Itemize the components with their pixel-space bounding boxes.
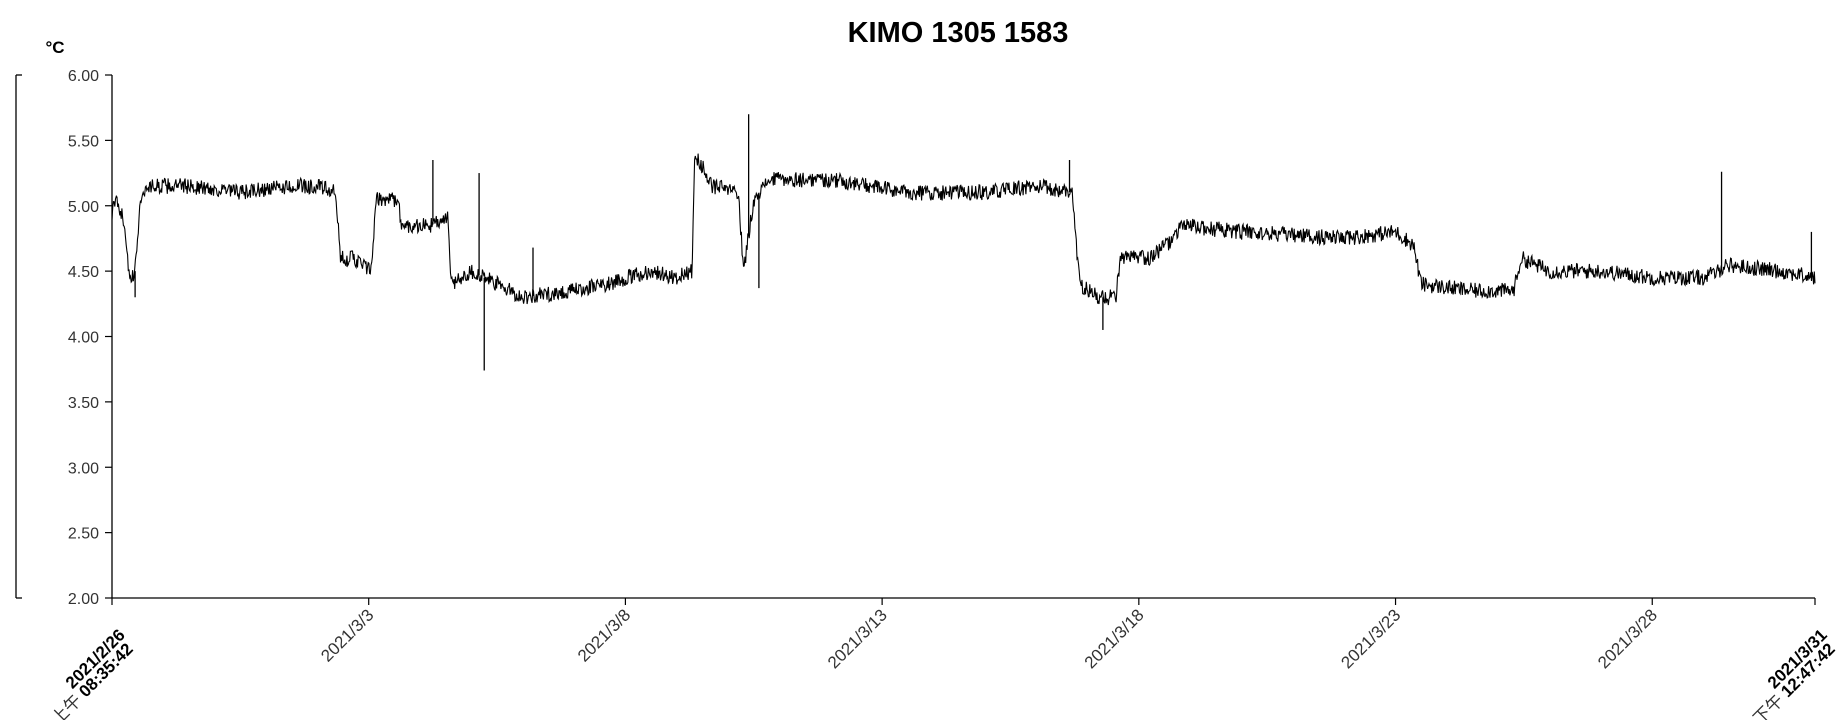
x-tick-label: 2021/3/18 [1081,605,1148,672]
x-tick-label: 2021/3/23 [1337,605,1404,672]
y-tick-label: 3.50 [68,395,99,412]
y-axis-unit-label: °C [45,38,64,57]
y-tick-label: 3.00 [68,460,99,477]
y-tick-label: 2.00 [68,591,99,608]
x-axis-ticks: 2021/3/3 2021/3/8 2021/3/13 2021/3/18 2021/3… [111,598,1816,672]
series-line [111,153,1816,306]
y-tick-label: 5.50 [68,133,99,150]
x-end-ampm: 下午 [1750,691,1787,720]
y-tick-label: 6.00 [68,68,99,85]
x-tick-label: 2021/3/3 [317,605,377,665]
y-tick-label: 4.00 [68,330,99,347]
x-tick-label: 2021/3/28 [1594,605,1661,672]
series-layer [111,114,1816,371]
x-start-ampm: 上午 [48,691,85,720]
y-tick-label: 5.00 [68,199,99,216]
x-tick-label: 2021/3/13 [824,605,891,672]
y-tick-label: 2.50 [68,526,99,543]
x-tick-label: 2021/3/8 [574,605,634,665]
y-tick-label: 4.50 [68,264,99,281]
y-axis-ticks: 2.00 2.50 3.00 3.50 4.00 4.50 5.00 5.50 6.00 [68,68,112,608]
chart-title: KIMO 1305 1583 [848,17,1069,49]
